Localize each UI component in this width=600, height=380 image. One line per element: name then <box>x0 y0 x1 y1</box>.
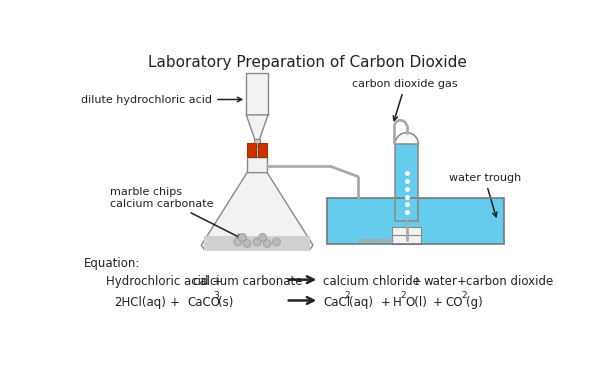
Text: calcium chloride: calcium chloride <box>323 275 420 288</box>
Text: Equation:: Equation: <box>84 257 140 270</box>
Bar <box>255 146 259 157</box>
Text: CaCl: CaCl <box>323 296 350 309</box>
Bar <box>254 139 260 146</box>
Text: CO: CO <box>445 296 463 309</box>
Bar <box>392 235 421 244</box>
Text: +: + <box>457 275 466 288</box>
Circle shape <box>259 233 266 241</box>
Text: +: + <box>381 296 391 309</box>
Polygon shape <box>202 173 313 250</box>
Bar <box>247 143 256 157</box>
Bar <box>246 73 268 115</box>
Bar <box>395 144 418 221</box>
Text: (s): (s) <box>218 296 233 309</box>
Text: (g): (g) <box>466 296 483 309</box>
Text: 2: 2 <box>344 291 350 300</box>
Circle shape <box>239 233 246 241</box>
Polygon shape <box>246 115 268 139</box>
Circle shape <box>263 240 271 247</box>
Text: marble chips
calcium carbonate: marble chips calcium carbonate <box>110 187 241 238</box>
Text: calcium carbonate: calcium carbonate <box>193 275 302 288</box>
Text: dilute hydrochloric acid: dilute hydrochloric acid <box>81 95 242 105</box>
Text: 2: 2 <box>401 291 406 300</box>
Text: water trough: water trough <box>449 173 521 217</box>
Text: carbon dioxide gas: carbon dioxide gas <box>352 79 458 120</box>
Text: Laboratory Preparation of Carbon Dioxide: Laboratory Preparation of Carbon Dioxide <box>148 55 467 70</box>
Text: (aq): (aq) <box>349 296 373 309</box>
Text: Hydrochloric acid +: Hydrochloric acid + <box>106 275 222 288</box>
Text: +: + <box>433 296 443 309</box>
Text: 3: 3 <box>213 291 218 300</box>
Bar <box>327 198 503 244</box>
Circle shape <box>243 240 251 247</box>
Text: 2HCl(aq): 2HCl(aq) <box>114 296 166 309</box>
Text: O(l): O(l) <box>405 296 427 309</box>
Bar <box>258 143 267 157</box>
Text: 2: 2 <box>462 291 467 300</box>
Text: +: + <box>170 296 179 309</box>
Bar <box>395 144 418 221</box>
Text: carbon dioxide: carbon dioxide <box>466 275 554 288</box>
Text: CaCO: CaCO <box>187 296 220 309</box>
Bar <box>392 227 421 235</box>
Circle shape <box>234 238 242 246</box>
Bar <box>395 133 418 144</box>
Bar <box>205 236 310 250</box>
Bar <box>327 198 503 244</box>
Bar <box>247 157 267 173</box>
Circle shape <box>272 238 280 246</box>
Text: water: water <box>424 275 458 288</box>
Text: H: H <box>393 296 401 309</box>
Circle shape <box>253 238 261 246</box>
Text: +: + <box>412 275 422 288</box>
